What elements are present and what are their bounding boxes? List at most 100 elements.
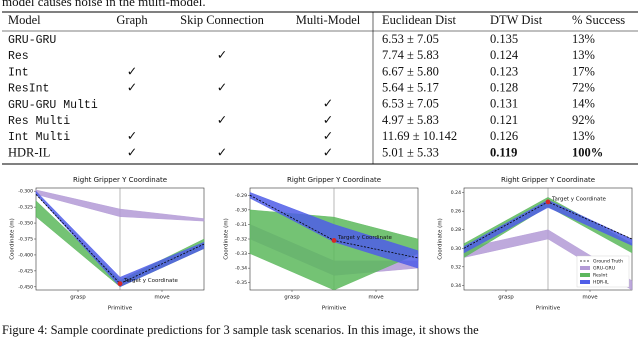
chart-title: Right Gripper Y Coordinate <box>73 176 167 184</box>
table-cell: 0.128 <box>490 80 518 94</box>
model-name: HDR-IL <box>8 145 50 159</box>
table-cell: 5.64 ± 5.17 <box>382 80 439 94</box>
model-name: Res Multi <box>8 115 70 128</box>
y-tick-label: 0.34 <box>451 283 461 289</box>
column-header: DTW Dist <box>490 13 543 27</box>
y-axis-label: Coordinate (m) <box>224 218 230 260</box>
table-cell: 72% <box>572 80 595 94</box>
table-cell: 13% <box>572 48 595 62</box>
table-cell: ✓ <box>217 113 227 127</box>
column-header: Euclidean Dist <box>382 13 456 27</box>
table-cell: ✓ <box>323 97 333 111</box>
x-axis-label: Primitive <box>108 306 133 312</box>
model-name: Int <box>8 66 29 79</box>
y-tick-label: -0.29 <box>235 193 247 199</box>
table-cell: ✓ <box>323 113 333 127</box>
table-cell: 7.74 ± 5.83 <box>382 48 439 62</box>
table-cell: 0.124 <box>490 48 519 62</box>
target-point <box>331 238 337 243</box>
table-cell: 0.121 <box>490 113 518 127</box>
table-cell: 13% <box>572 129 595 143</box>
column-header: Graph <box>116 13 148 27</box>
chart: Right Gripper Y Coordinate Coordinate (m)… <box>224 176 419 312</box>
y-tick-label: -0.31 <box>235 222 247 228</box>
table-cell: ✓ <box>217 48 227 62</box>
y-tick-label: -0.300 <box>18 189 33 195</box>
x-tick-label: move <box>582 295 598 301</box>
table-cell: ✓ <box>127 129 137 143</box>
model-name: GRU-GRU <box>8 34 56 47</box>
y-tick-label: -0.375 <box>18 237 33 243</box>
model-name: Res <box>8 50 29 63</box>
y-tick-label: -0.425 <box>18 268 33 274</box>
y-tick-label: -0.33 <box>235 251 247 257</box>
column-header: % Success <box>572 13 625 27</box>
table-cell: 0.126 <box>490 129 518 143</box>
target-point <box>117 281 123 287</box>
x-tick-label: grasp <box>70 295 86 301</box>
chart-title: Right Gripper Y Coordinate <box>287 176 381 184</box>
table-cell: ✓ <box>217 145 227 159</box>
table-cell: ✓ <box>127 64 137 78</box>
x-axis-label: Primitive <box>322 306 347 312</box>
legend-label: HDR-IL <box>593 280 609 286</box>
y-tick-label: -0.35 <box>235 280 247 286</box>
table-cell: 92% <box>572 113 595 127</box>
chart: Right Gripper Y Coordinate Coordinate (m)… <box>438 176 633 312</box>
table-cell: 5.01 ± 5.33 <box>382 145 439 159</box>
legend-label: Ground Truth <box>593 259 623 265</box>
table-cell: 0.131 <box>490 97 518 111</box>
model-name: ResInt <box>8 83 49 96</box>
table-cell: ✓ <box>323 145 333 159</box>
x-tick-label: move <box>154 295 170 301</box>
y-tick-label: -0.325 <box>18 205 33 211</box>
y-tick-label: 0.26 <box>451 209 461 215</box>
chart-title: Right Gripper Y Coordinate <box>501 176 595 184</box>
x-axis-label: Primitive <box>536 306 561 312</box>
y-tick-label: -0.350 <box>18 221 33 227</box>
y-tick-label: 0.30 <box>451 246 461 252</box>
table-cell: 6.53 ± 7.05 <box>382 32 439 46</box>
legend-label: ResInt <box>593 273 607 279</box>
legend-swatch <box>580 266 590 270</box>
table-cell: 100% <box>572 145 603 159</box>
legend-label: GRU-GRU <box>593 266 615 272</box>
model-name: GRU-GRU Multi <box>8 99 98 112</box>
table-cell: ✓ <box>323 129 333 143</box>
table-cell: 14% <box>572 97 595 111</box>
table-cell: 0.119 <box>490 145 517 159</box>
column-header: Skip Connection <box>180 13 264 27</box>
column-header: Model <box>8 13 41 27</box>
y-tick-label: -0.30 <box>235 207 247 213</box>
legend-swatch <box>580 273 590 277</box>
table-cell: 6.53 ± 7.05 <box>382 97 439 111</box>
y-tick-label: -0.450 <box>18 284 33 290</box>
table-cell: 4.97 ± 5.83 <box>382 113 439 127</box>
table-cell: ✓ <box>127 80 137 94</box>
y-axis-label: Coordinate (m) <box>10 218 16 260</box>
target-annotation: Target y Coordinate <box>123 278 179 284</box>
y-axis-label: Coordinate (m) <box>438 218 444 260</box>
y-tick-label: 0.32 <box>451 264 461 270</box>
legend-swatch <box>580 280 590 284</box>
target-annotation: Target y Coordinate <box>551 196 607 202</box>
model-name: Int Multi <box>8 131 70 144</box>
x-tick-label: grasp <box>284 295 300 301</box>
table-cell: ✓ <box>217 80 227 94</box>
target-point <box>545 199 551 205</box>
table-cell: 0.135 <box>490 32 518 46</box>
table-cell: 13% <box>572 32 595 46</box>
x-tick-label: grasp <box>498 295 514 301</box>
figure-caption: Figure 4: Sample coordinate predictions … <box>2 323 479 337</box>
chart: Right Gripper Y Coordinate Coordinate (m)… <box>10 176 205 312</box>
y-tick-label: -0.32 <box>235 237 247 243</box>
results-table: Model Graph Skip Connection Multi-Model Eucl… <box>2 11 638 165</box>
y-tick-label: 0.24 <box>451 190 461 196</box>
table-cell: 17% <box>572 64 595 78</box>
column-header: Multi-Model <box>296 13 361 27</box>
header-text: model causes noise in the multi-model. <box>2 0 206 9</box>
y-tick-label: 0.28 <box>451 227 461 233</box>
y-tick-label: -0.400 <box>18 252 33 258</box>
table-cell: ✓ <box>127 145 137 159</box>
